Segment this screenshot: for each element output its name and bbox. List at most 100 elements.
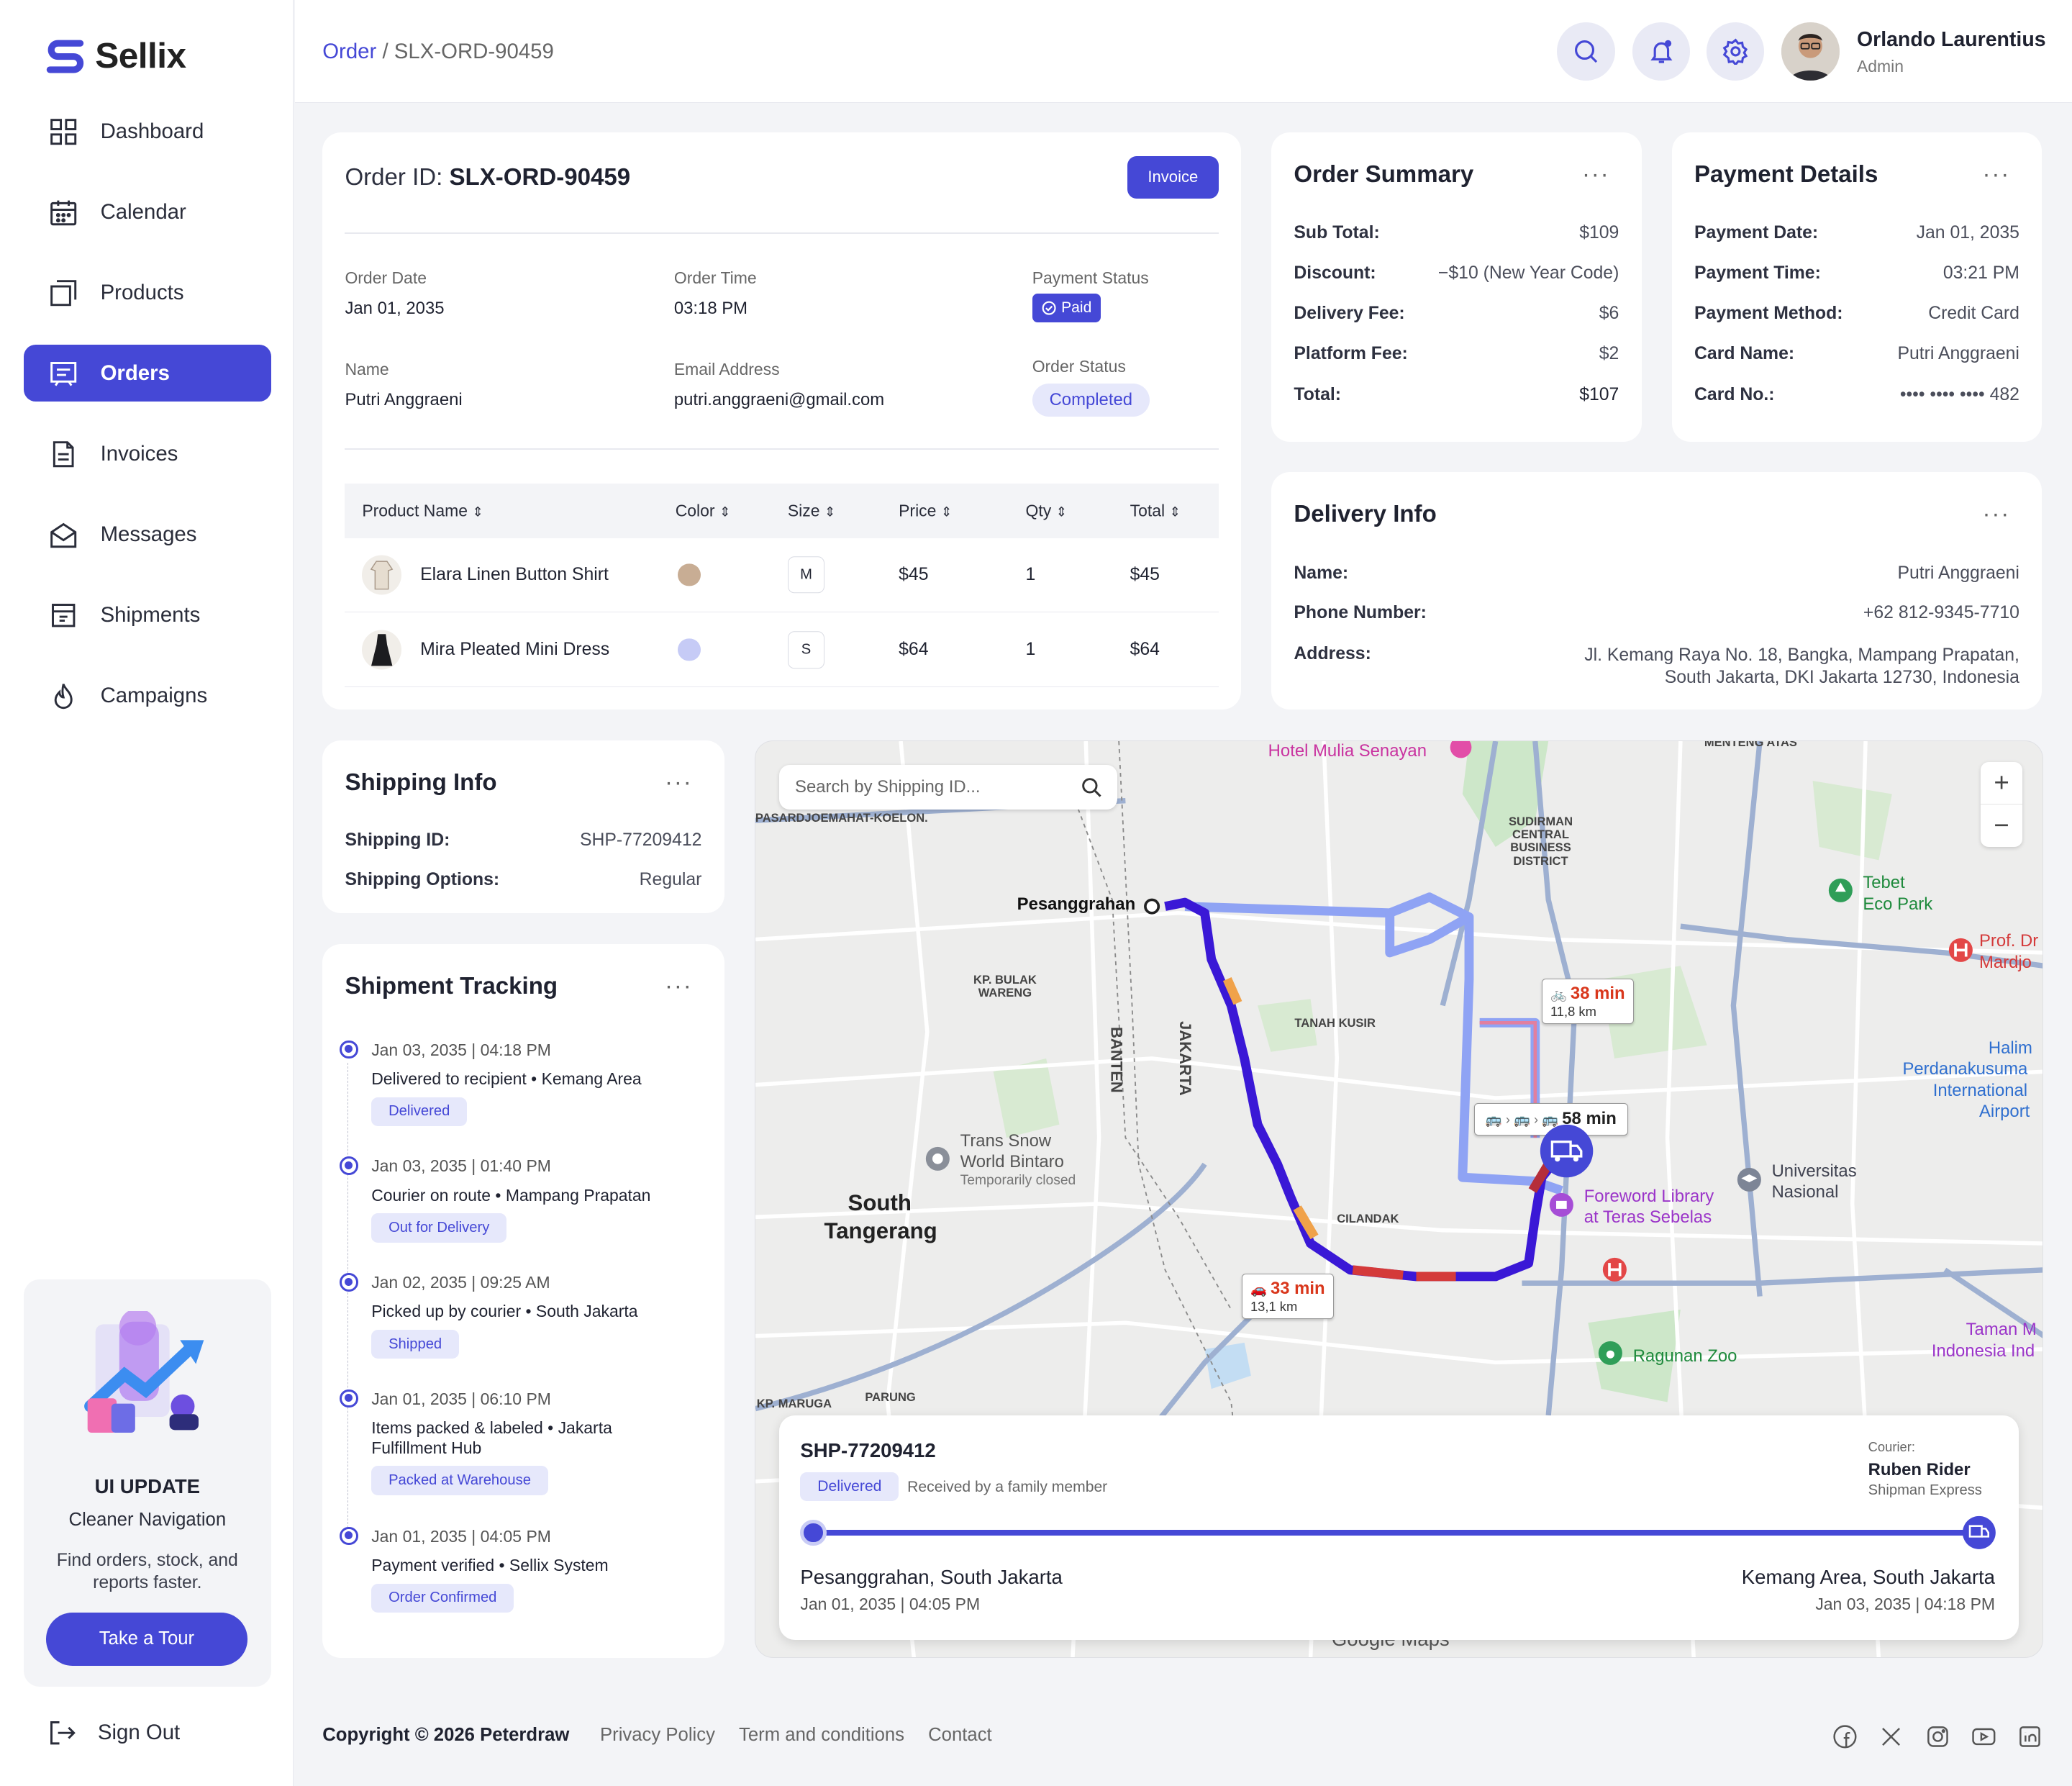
zoom-in-button[interactable]: + [1980,762,2023,804]
row-value: Putri Anggraeni [1897,343,2019,363]
more-menu-icon[interactable]: ··· [1982,501,2011,528]
place-pin-icon [925,1146,950,1171]
summary-total-row: Total: $107 [1294,385,1619,405]
row-value: −$10 (New Year Code) [1437,263,1619,283]
sidebar-item-label: Dashboard [100,119,204,143]
poi-label[interactable]: International [1932,1080,2028,1100]
flame-icon [54,684,73,710]
search-button[interactable] [1556,22,1615,81]
row-key: Phone Number: [1294,602,1427,622]
summary-row: Platform Fee: $2 [1294,344,1619,364]
sidebar-item-label: Invoices [100,441,178,466]
breadcrumb-parent[interactable]: Order [322,40,377,64]
youtube-icon[interactable] [1971,1723,1997,1750]
linkedin-icon[interactable] [2017,1723,2043,1750]
shipment-tracker-panel: SHP-77209412 Delivered Received by a fam… [778,1415,2019,1640]
instagram-icon[interactable] [1925,1723,1951,1750]
sort-icon: ⇕ [719,504,731,520]
col-size[interactable]: Size ⇕ [788,501,835,520]
sidebar-item-invoices[interactable]: Invoices [24,425,271,482]
map-search-placeholder: Search by Shipping ID... [795,777,981,797]
card-title: Shipment Tracking [345,973,558,1000]
district-label: KP. BULAK WARENG [973,973,1037,1000]
x-twitter-icon[interactable] [1878,1723,1904,1750]
invoice-button[interactable]: Invoice [1127,155,1219,199]
brand-logo[interactable]: Sellix [45,35,186,76]
search-icon[interactable] [1081,776,1101,797]
event-date: Jan 03, 2035 | 01:40 PM [371,1156,551,1176]
poi-label[interactable]: Nasional [1771,1182,1839,1202]
sidebar-item-campaigns[interactable]: Campaigns [24,668,271,725]
poi-label[interactable]: World Bintaro [960,1152,1064,1172]
sidebar-item-shipments[interactable]: Shipments [24,587,271,644]
poi-label[interactable]: Taman M [1966,1320,2037,1340]
row-key: Shipping Options: [345,869,500,889]
zoom-out-button[interactable]: − [1994,810,2009,840]
avatar[interactable] [1781,22,1840,81]
name-label: Name [345,359,389,378]
poi-label[interactable]: Universitas [1771,1161,1857,1181]
contact-link[interactable]: Contact [928,1725,992,1746]
poi-label[interactable]: Ragunan Zoo [1632,1346,1737,1366]
order-time-value: 03:18 PM [673,299,748,319]
route-destination-date: Jan 03, 2035 | 04:18 PM [1815,1595,1996,1614]
col-product-name[interactable]: Product Name ⇕ [362,501,483,520]
event-badge: Out for Delivery [371,1213,507,1243]
payment-details-card: Payment Details ··· Payment Date: Jan 01,… [1671,132,2043,442]
col-color[interactable]: Color ⇕ [676,501,731,520]
row-value: +62 812-9345-7710 [1863,602,2019,622]
poi-label[interactable]: Halim [1988,1038,2032,1059]
more-menu-icon[interactable]: ··· [1581,161,1610,189]
more-menu-icon[interactable]: ··· [665,769,693,797]
more-menu-icon[interactable]: ··· [665,973,693,1000]
privacy-policy-link[interactable]: Privacy Policy [599,1725,715,1746]
poi-label[interactable]: Perdanakusuma [1902,1059,2028,1079]
terms-link[interactable]: Term and conditions [739,1725,905,1746]
poi-label[interactable]: Mardjo [1978,952,2032,972]
more-menu-icon[interactable]: ··· [1982,161,2011,189]
take-tour-button[interactable]: Take a Tour [46,1613,247,1666]
sidebar-item-calendar[interactable]: Calendar [24,183,271,240]
poi-label[interactable]: Prof. Dr [1978,931,2039,951]
bike-route-bubble[interactable]: 🚲 38 min 11,8 km [1541,979,1634,1025]
table-row[interactable]: Elara Linen Button Shirt M $45 1 $45 [345,538,1219,612]
settings-button[interactable] [1706,22,1765,81]
sidebar-item-dashboard[interactable]: Dashboard [24,103,271,160]
sidebar-item-products[interactable]: Products [24,264,271,321]
map-search-input[interactable]: Search by Shipping ID... [778,764,1118,810]
poi-label[interactable]: Trans Snow [960,1130,1052,1151]
customer-email: putri.anggraeni@gmail.com [673,389,885,409]
poi-label[interactable]: Airport [1978,1102,2030,1122]
promo-subtitle: Cleaner Navigation [68,1509,227,1530]
hospital-pin-icon [1602,1257,1627,1282]
route-distance: 13,1 km [1250,1298,1298,1314]
notification-button[interactable] [1632,22,1691,81]
poi-label[interactable]: Hotel Mulia Senayan [1268,740,1427,761]
row-key: Total: [1294,384,1342,404]
poi-label[interactable]: Indonesia Ind [1931,1341,2035,1361]
timeline-line [347,1062,348,1539]
row-key: Address: [1294,643,1371,663]
col-price[interactable]: Price ⇕ [899,501,952,520]
payment-status-label: Payment Status [1032,268,1149,287]
facebook-icon[interactable] [1832,1723,1858,1750]
poi-label[interactable]: Eco Park [1863,894,1933,914]
route-map[interactable]: Pesanggrahan South Tangerang Hotel Mulia… [754,740,2043,1658]
poi-label[interactable]: at Teras Sebelas [1583,1207,1712,1228]
event-date: Jan 02, 2035 | 09:25 AM [371,1273,550,1292]
col-qty[interactable]: Qty ⇕ [1025,501,1067,520]
table-row[interactable]: Mira Pleated Mini Dress S $64 1 $64 [345,613,1219,688]
bus-icon: 🚌 › 🚌 › 🚌 [1485,1112,1559,1128]
sign-out-button[interactable]: Sign Out [47,1718,180,1747]
poi-label[interactable]: Foreword Library [1583,1186,1714,1206]
sidebar-item-orders[interactable]: Orders [24,345,271,402]
sidebar-item-label: Calendar [100,199,186,224]
poi-label[interactable]: Tebet [1863,873,1905,893]
car-route-bubble[interactable]: 🚗 33 min 13,1 km [1241,1274,1334,1320]
timeline-dot [340,1273,358,1292]
col-total[interactable]: Total ⇕ [1130,501,1181,520]
user-role: Admin [1856,56,1904,76]
sidebar-item-messages[interactable]: Messages [24,507,271,563]
tracker-note: Received by a family member [907,1478,1108,1495]
delivery-row: Phone Number: +62 812-9345-7710 [1294,603,2019,623]
